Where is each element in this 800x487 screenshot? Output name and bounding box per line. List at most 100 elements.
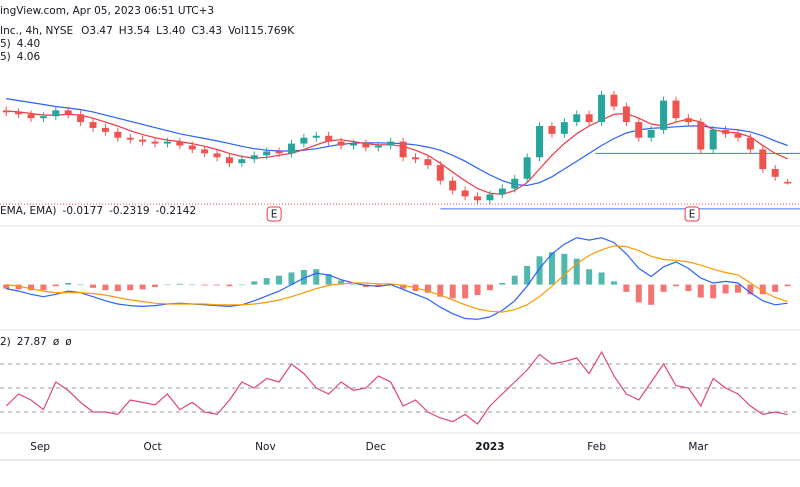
histogram-bar: [189, 284, 196, 286]
candle-body: [635, 122, 643, 138]
candle-body: [536, 126, 544, 158]
histogram-bar: [90, 284, 97, 288]
histogram-bar: [660, 284, 667, 292]
candle-body: [647, 129, 655, 138]
histogram-bar: [462, 284, 469, 299]
ohlc-value: 3.54: [127, 25, 151, 37]
earnings-label: E: [689, 209, 696, 221]
x-tick-label: Oct: [143, 441, 161, 453]
candle-body: [52, 110, 60, 117]
histogram-bar: [449, 284, 456, 299]
indicator-value: -0.0177: [63, 205, 104, 217]
candle-body: [201, 149, 209, 154]
candle-body: [188, 145, 196, 150]
candle-body: [15, 112, 23, 115]
candle-body: [498, 188, 506, 195]
earnings-marker: [684, 206, 700, 222]
histogram-bar: [176, 283, 183, 285]
ohlc-value: 3.40: [162, 25, 185, 37]
indicator-extra: ø: [65, 336, 72, 348]
histogram-bar: [635, 284, 642, 303]
candle-body: [548, 126, 556, 134]
ohlc-label: C: [191, 25, 198, 37]
indicator-value: 4.06: [17, 51, 41, 63]
indicator-name: 5): [0, 51, 11, 63]
candle-body: [746, 137, 754, 150]
earnings-label: E: [271, 209, 278, 221]
histogram-bar: [573, 258, 580, 285]
candle-body: [697, 122, 705, 150]
indicator-title: EMA, EMA): [0, 205, 57, 217]
histogram-bar: [350, 284, 357, 286]
histogram-bar: [536, 256, 543, 285]
histogram-bar: [338, 280, 345, 285]
histogram-bar: [685, 284, 692, 292]
candle-body: [114, 131, 122, 138]
ohlc-value: 3.43: [199, 25, 222, 37]
candle-body: [374, 145, 382, 148]
candle-body: [77, 114, 85, 123]
histogram-bar: [524, 265, 531, 285]
histogram-bar: [251, 281, 258, 285]
histogram-bar: [747, 284, 754, 295]
earnings-marker: [266, 206, 282, 222]
candle-body: [573, 114, 581, 123]
source-text: ingView.com, Apr 05, 2023 06:51 UTC+3: [0, 5, 214, 17]
histogram-bar: [238, 284, 245, 286]
moving-average: [6, 110, 788, 196]
histogram-bar: [276, 275, 283, 285]
x-tick-label: Mar: [688, 441, 708, 453]
candle-body: [424, 159, 432, 166]
candle-body: [126, 137, 134, 140]
candle-body: [560, 122, 568, 134]
histogram-bar: [561, 253, 568, 285]
candle-body: [598, 94, 606, 123]
candle-body: [238, 159, 246, 164]
candle-body: [523, 157, 531, 179]
x-tick-label: Sep: [30, 441, 50, 453]
candle-body: [263, 151, 271, 156]
candle-body: [722, 129, 730, 134]
ohlc-value: 115.769K: [244, 25, 295, 37]
candle-body: [89, 122, 97, 128]
histogram-bar: [784, 284, 791, 287]
macd-line: [6, 237, 788, 320]
histogram-bar: [114, 284, 121, 292]
candle-body: [412, 157, 420, 160]
histogram-bar: [734, 284, 741, 293]
histogram-bar: [300, 270, 307, 285]
candle-body: [101, 127, 109, 132]
candle-body: [461, 190, 469, 197]
candle-body: [312, 135, 320, 138]
histogram-bar: [325, 274, 332, 285]
histogram-bar: [511, 275, 518, 285]
indicator-value: -0.2142: [156, 205, 197, 217]
indicator-value: 4.40: [17, 38, 40, 50]
candle-body: [436, 165, 444, 181]
candle-body: [39, 116, 47, 119]
histogram-bar: [226, 284, 233, 287]
candle-body: [585, 114, 593, 123]
candle-body: [300, 137, 308, 144]
candle-body: [387, 141, 395, 146]
candle-body: [250, 155, 258, 160]
ohlc-label: L: [156, 25, 162, 37]
x-tick-label: Nov: [255, 441, 276, 453]
candle-body: [213, 153, 221, 158]
histogram-bar: [710, 284, 717, 299]
symbol-text: Inc., 4h, NYSE: [0, 25, 73, 37]
histogram-bar: [139, 284, 146, 290]
histogram-bar: [102, 284, 109, 291]
candle-body: [660, 100, 668, 130]
candle-body: [225, 157, 233, 164]
histogram-bar: [214, 284, 221, 286]
moving-average: [6, 98, 788, 187]
histogram-bar: [499, 282, 506, 285]
rsi-line: [5, 350, 788, 425]
indicator-value: 27.87: [17, 336, 47, 348]
candle-body: [325, 135, 333, 142]
candle-body: [486, 194, 494, 201]
indicator-name: 5): [0, 38, 11, 50]
histogram-bar: [127, 284, 134, 291]
